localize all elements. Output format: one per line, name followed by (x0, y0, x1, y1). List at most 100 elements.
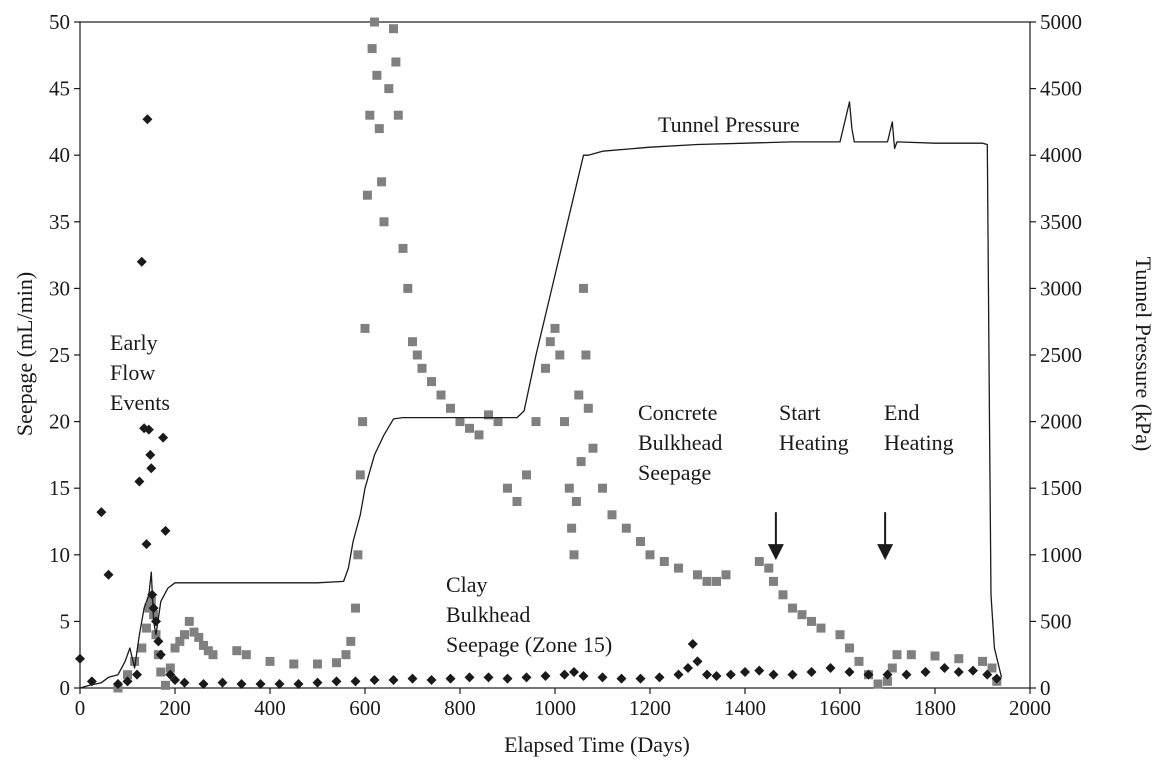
clay-seepage-point (198, 679, 209, 690)
concrete-seepage-point (389, 24, 398, 34)
concrete-seepage-point (659, 557, 669, 566)
concrete-seepage-point (346, 636, 356, 646)
concrete-seepage-point (550, 323, 560, 333)
concrete-seepage-point (146, 596, 156, 606)
clay-seepage-point (683, 663, 693, 674)
clay-seepage-point (882, 669, 893, 680)
concrete-seepage-point (621, 523, 631, 533)
clay-seepage-point (540, 671, 551, 682)
clay-seepage-point (165, 669, 176, 680)
concrete-seepage-point (398, 243, 408, 253)
concrete-seepage-point (165, 663, 175, 673)
concrete-seepage-point (788, 603, 797, 613)
concrete-seepage-point (332, 658, 341, 668)
concrete-seepage-point (372, 70, 382, 80)
concrete-seepage-point (156, 667, 166, 677)
concrete-seepage-point (203, 646, 213, 656)
clay-seepage-point (754, 665, 765, 676)
concrete-seepage-point (906, 650, 916, 660)
concrete-seepage-point (446, 403, 455, 413)
concrete-seepage-point (754, 557, 764, 566)
annotation-arrow-head (767, 544, 784, 561)
clay-seepage-point (844, 667, 855, 678)
annotation-line: Early (110, 330, 158, 355)
clay-seepage-point (255, 679, 266, 690)
x-tick-label: 2000 (1009, 696, 1051, 720)
clay-seepage-point (991, 673, 1002, 684)
concrete-seepage-point (769, 576, 778, 586)
concrete-seepage-point (560, 417, 569, 427)
annotation-line: Bulkhead (638, 430, 722, 455)
clay-seepage-point (711, 671, 722, 682)
annotation-text: Early Flow Events (110, 330, 170, 415)
y2-axis-title: Tunnel Pressure (kPa) (1131, 257, 1156, 452)
concrete-seepage-point (455, 417, 465, 427)
annotation-concrete-bulkhead: Concrete Bulkhead Seepage (638, 400, 722, 485)
annotation-text: Start Heating (779, 400, 849, 455)
clay-seepage-point (331, 676, 342, 687)
concrete-seepage-point (289, 659, 299, 669)
annotation-line: End (884, 400, 919, 425)
clay-seepage-point (445, 673, 456, 684)
concrete-seepage-point (816, 623, 826, 633)
concrete-seepage-point (645, 550, 655, 560)
y-tick-label: 50 (49, 10, 70, 34)
clay-seepage-point (134, 476, 145, 487)
concrete-seepage-point (567, 523, 577, 533)
annotation-text: Tunnel Pressure (658, 112, 800, 137)
y-tick-label: 45 (49, 77, 70, 101)
concrete-seepage-point (721, 570, 731, 580)
concrete-seepage-point (883, 676, 892, 686)
clay-seepage-point (426, 675, 437, 686)
x-tick-label: 600 (349, 696, 381, 720)
concrete-seepage-point (384, 84, 394, 94)
concrete-seepage-point (232, 646, 242, 656)
concrete-seepage-point (887, 663, 897, 673)
annotation-line: Heating (884, 430, 954, 455)
concrete-seepage-point (265, 656, 275, 666)
concrete-seepage-point (797, 610, 807, 620)
concrete-seepage-point (362, 190, 372, 200)
y2-tick-label: 5000 (1040, 10, 1082, 34)
annotation-line: Tunnel Pressure (658, 112, 800, 137)
y-tick-label: 15 (49, 476, 70, 500)
annotation-line: Concrete (638, 400, 717, 425)
concrete-seepage-point (493, 417, 503, 427)
concrete-seepage-point (403, 283, 413, 293)
y2-tick-label: 0 (1040, 676, 1051, 700)
annotation-line: Clay (446, 572, 488, 597)
concrete-seepage-point (764, 563, 774, 573)
clay-seepage-point (155, 649, 166, 660)
concrete-seepage-point (341, 650, 351, 660)
annotation-text: Concrete Bulkhead Seepage (638, 400, 722, 485)
concrete-seepage-point (379, 217, 389, 227)
y-tick-label: 40 (49, 143, 70, 167)
concrete-seepage-point (175, 636, 185, 646)
concrete-seepage-point (807, 616, 816, 626)
plot-frame (79, 21, 1031, 689)
clay-seepage-point (136, 256, 147, 267)
concrete-seepage-point (365, 110, 375, 120)
concrete-seepage-point (208, 650, 218, 660)
annotation-line: Seepage (Zone 15) (446, 632, 612, 657)
x-tick-label: 1400 (724, 696, 766, 720)
concrete-seepage-point (170, 643, 180, 653)
ticks-layer: 0 200 400 600 800 1000 1200 1400 1600 1800 2000051… (49, 10, 1082, 720)
clay-seepage-point (113, 679, 123, 690)
concrete-seepage-point (351, 603, 360, 613)
clay-seepage-point (274, 679, 285, 690)
clay-seepage-point (96, 507, 107, 518)
concrete-seepage-point (503, 483, 512, 493)
clay-seepage-point (673, 669, 684, 680)
clay-seepage-point (350, 676, 361, 687)
y-tick-label: 20 (49, 410, 70, 434)
clay-seepage-point (559, 669, 570, 680)
concrete-seepage-point (541, 363, 550, 373)
x-tick-label: 400 (254, 696, 286, 720)
clay-seepage-point (141, 539, 152, 550)
concrete-seepage-point (712, 576, 721, 586)
annotation-text: End Heating (884, 400, 954, 455)
concrete-seepage-point (576, 457, 586, 467)
clay-seepage-point (806, 667, 817, 678)
concrete-seepage-point (123, 670, 132, 680)
